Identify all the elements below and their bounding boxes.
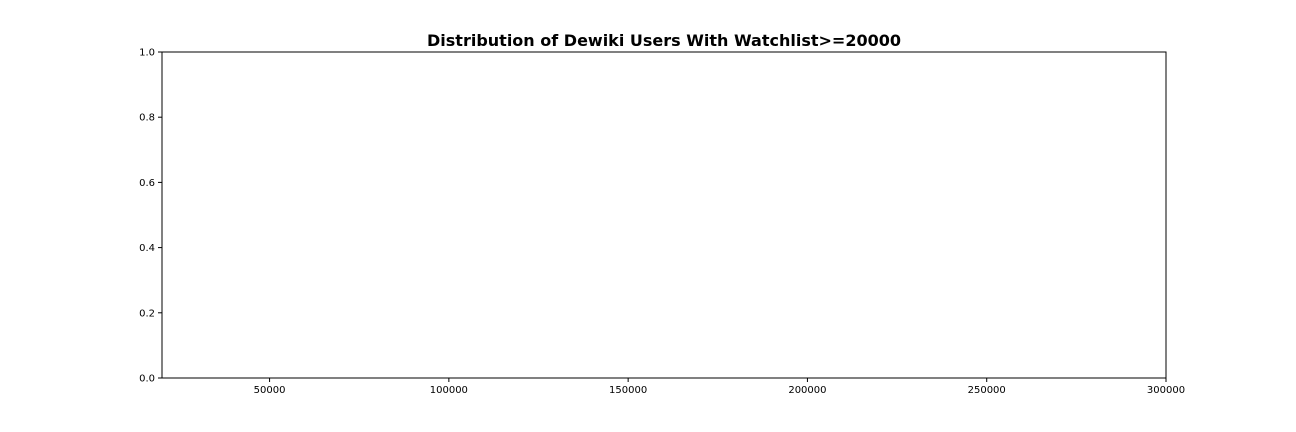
x-tick-label: 150000	[609, 385, 647, 396]
x-tick-label: 100000	[430, 385, 468, 396]
chart-title: Distribution of Dewiki Users With Watchl…	[427, 31, 901, 50]
y-tick-label: 0.6	[139, 178, 155, 189]
x-tick-label: 200000	[788, 385, 826, 396]
y-tick-label: 1.0	[139, 48, 155, 59]
x-tick-label: 250000	[968, 385, 1006, 396]
x-axis: 50000 100000 150000 200000 250000 300000	[254, 378, 1185, 396]
x-tick-label: 300000	[1147, 385, 1185, 396]
y-tick-label: 0.0	[139, 374, 155, 385]
y-axis: 0.0 0.2 0.4 0.6 0.8 1.0	[139, 48, 162, 385]
plot-area-frame	[161, 51, 1167, 379]
x-tick-label: 50000	[254, 385, 286, 396]
y-tick-label: 0.2	[139, 308, 155, 319]
y-tick-label: 0.4	[139, 243, 155, 254]
y-tick-label: 0.8	[139, 113, 155, 124]
